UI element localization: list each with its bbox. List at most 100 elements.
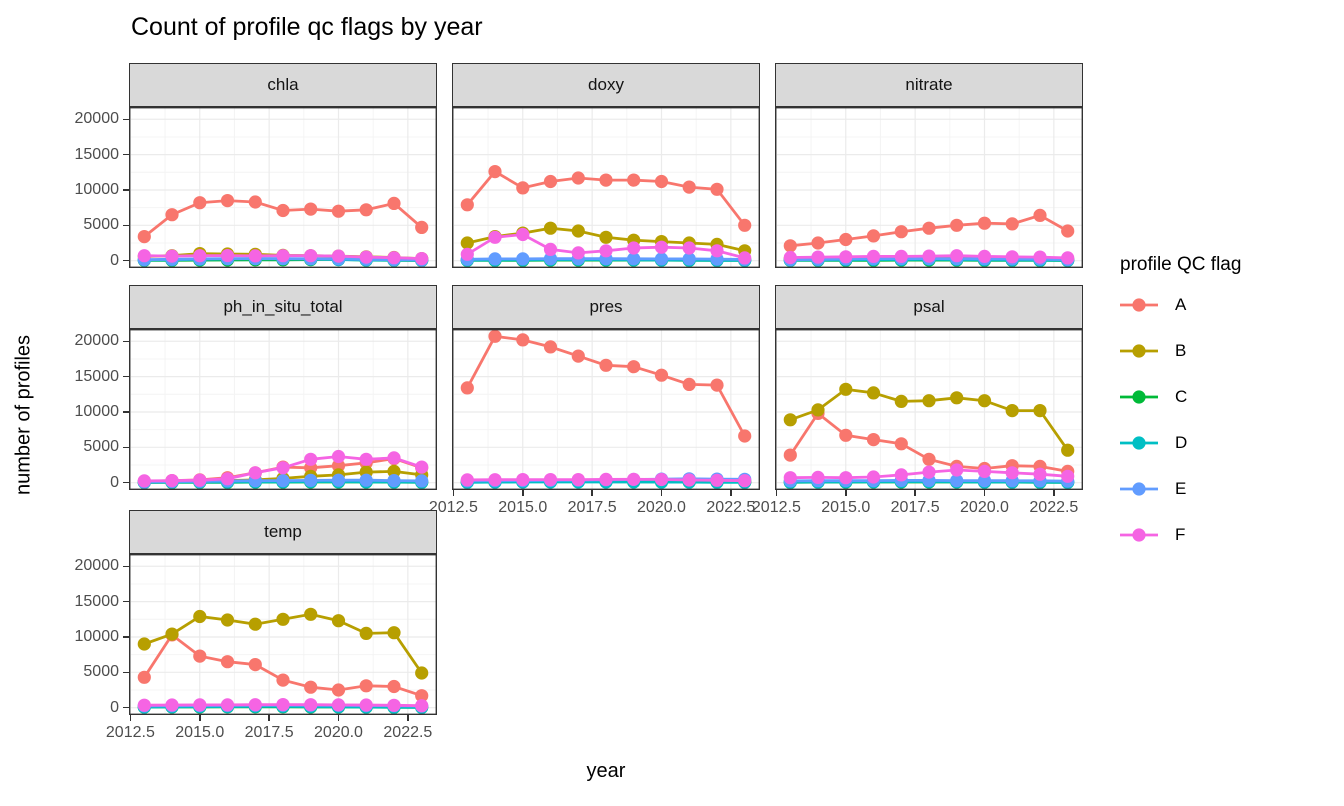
y-tick-mark	[123, 118, 129, 121]
x-tick-label: 2017.5	[567, 499, 617, 516]
legend-key-icon	[1120, 528, 1158, 542]
x-tick-label: 2020.0	[637, 499, 686, 516]
x-tick-mark	[407, 715, 409, 721]
facet-strip-label: temp	[264, 522, 302, 541]
y-tick-mark	[123, 636, 129, 638]
facet-strip-label: pres	[589, 297, 623, 316]
y-axis-title: number of profiles	[12, 334, 35, 496]
facet-strip-psal: psal	[775, 285, 1083, 329]
series-A	[460, 165, 752, 232]
facet-strip-label: ph_in_situ_total	[223, 297, 343, 316]
x-tick-label: 2022.5	[383, 724, 433, 741]
legend-entry-label: A	[1175, 295, 1187, 314]
series-F	[137, 698, 429, 713]
facet-strip-ph_in_situ_total: ph_in_situ_total	[129, 285, 437, 329]
y-tick-label: 10000	[74, 180, 120, 198]
series-A	[783, 208, 1075, 253]
y-tick-mark	[123, 411, 129, 413]
x-tick-label: 2015.0	[175, 724, 225, 741]
legend-entry-A: A	[1118, 290, 1340, 320]
y-tick-mark	[123, 340, 129, 343]
x-tick-mark	[337, 715, 340, 721]
y-tick-mark	[123, 189, 129, 191]
facet-strip-doxy: doxy	[452, 63, 760, 107]
series-F	[460, 472, 752, 488]
x-tick-mark	[983, 490, 986, 496]
y-tick-mark	[123, 259, 129, 262]
legend-entry-B: B	[1118, 336, 1340, 366]
x-tick-label: 2017.5	[890, 499, 940, 516]
x-tick-mark	[452, 490, 455, 496]
legend-title: profile QC flag	[1120, 254, 1242, 275]
series-B	[137, 607, 429, 680]
y-tick-mark	[123, 375, 129, 378]
x-tick-mark	[591, 490, 593, 496]
series-A	[460, 329, 752, 443]
legend: profile QC flag A B C D E F	[1118, 254, 1340, 566]
facet-panel-ph_in_situ_total	[129, 329, 437, 490]
plot-title: Count of profile qc flags by year	[131, 13, 483, 41]
x-tick-label: 2015.0	[498, 499, 548, 516]
legend-entry-D: D	[1118, 428, 1340, 458]
facet-strip-temp: temp	[129, 510, 437, 554]
series-F	[137, 449, 429, 488]
legend-key-icon	[1120, 482, 1158, 496]
y-tick-label: 20000	[74, 557, 120, 575]
series-F	[783, 249, 1075, 265]
legend-entry-label: D	[1175, 433, 1188, 452]
x-tick-mark	[522, 490, 524, 496]
x-tick-mark	[660, 490, 663, 496]
x-tick-mark	[914, 490, 916, 496]
y-tick-mark	[123, 706, 129, 709]
legend-entry-label: E	[1175, 479, 1187, 498]
x-tick-label: 2012.5	[428, 499, 478, 516]
x-tick-mark	[129, 715, 132, 721]
y-tick-label: 5000	[83, 438, 119, 456]
series-F	[460, 227, 752, 265]
legend-entry-label: F	[1175, 525, 1186, 544]
facet-panel-pres	[452, 329, 760, 490]
x-tick-label: 2015.0	[821, 499, 871, 516]
y-tick-label: 15000	[74, 367, 120, 385]
facet-panel-chla	[129, 107, 437, 268]
x-tick-label: 2020.0	[960, 499, 1009, 516]
x-tick-label: 2017.5	[244, 724, 294, 741]
legend-key-icon	[1120, 390, 1158, 404]
x-tick-mark	[268, 715, 270, 721]
legend-entry-C: C	[1118, 382, 1340, 412]
y-tick-mark	[123, 671, 129, 674]
y-tick-label: 10000	[74, 402, 120, 420]
y-tick-mark	[123, 224, 129, 227]
y-tick-label: 0	[110, 251, 119, 269]
y-tick-mark	[123, 481, 129, 484]
facet-strip-label: psal	[913, 297, 945, 316]
x-tick-mark	[845, 490, 847, 496]
y-tick-label: 0	[110, 473, 119, 491]
x-tick-label: 2020.0	[314, 724, 363, 741]
facet-panel-psal	[775, 329, 1083, 490]
legend-entry-label: C	[1175, 387, 1188, 406]
x-tick-label: 2022.5	[1029, 499, 1079, 516]
x-tick-mark	[1053, 490, 1055, 496]
x-tick-mark	[730, 490, 732, 496]
y-tick-mark	[123, 153, 129, 156]
y-tick-mark	[123, 446, 129, 449]
facet-strip-pres: pres	[452, 285, 760, 329]
facet-strip-label: chla	[267, 75, 299, 94]
facet-panel-nitrate	[775, 107, 1083, 268]
x-tick-mark	[199, 715, 201, 721]
x-tick-mark	[775, 490, 778, 496]
facet-panel-temp	[129, 554, 437, 715]
y-tick-label: 10000	[74, 627, 120, 645]
legend-entry-F: F	[1118, 520, 1340, 550]
y-tick-label: 20000	[74, 332, 120, 350]
y-tick-label: 5000	[83, 216, 119, 234]
facet-strip-chla: chla	[129, 63, 437, 107]
legend-key-icon	[1120, 436, 1158, 450]
legend-key-icon	[1120, 344, 1158, 358]
facet-strip-label: nitrate	[905, 75, 953, 94]
legend-entry-E: E	[1118, 474, 1340, 504]
series-A	[137, 194, 429, 244]
series-F	[783, 463, 1075, 485]
